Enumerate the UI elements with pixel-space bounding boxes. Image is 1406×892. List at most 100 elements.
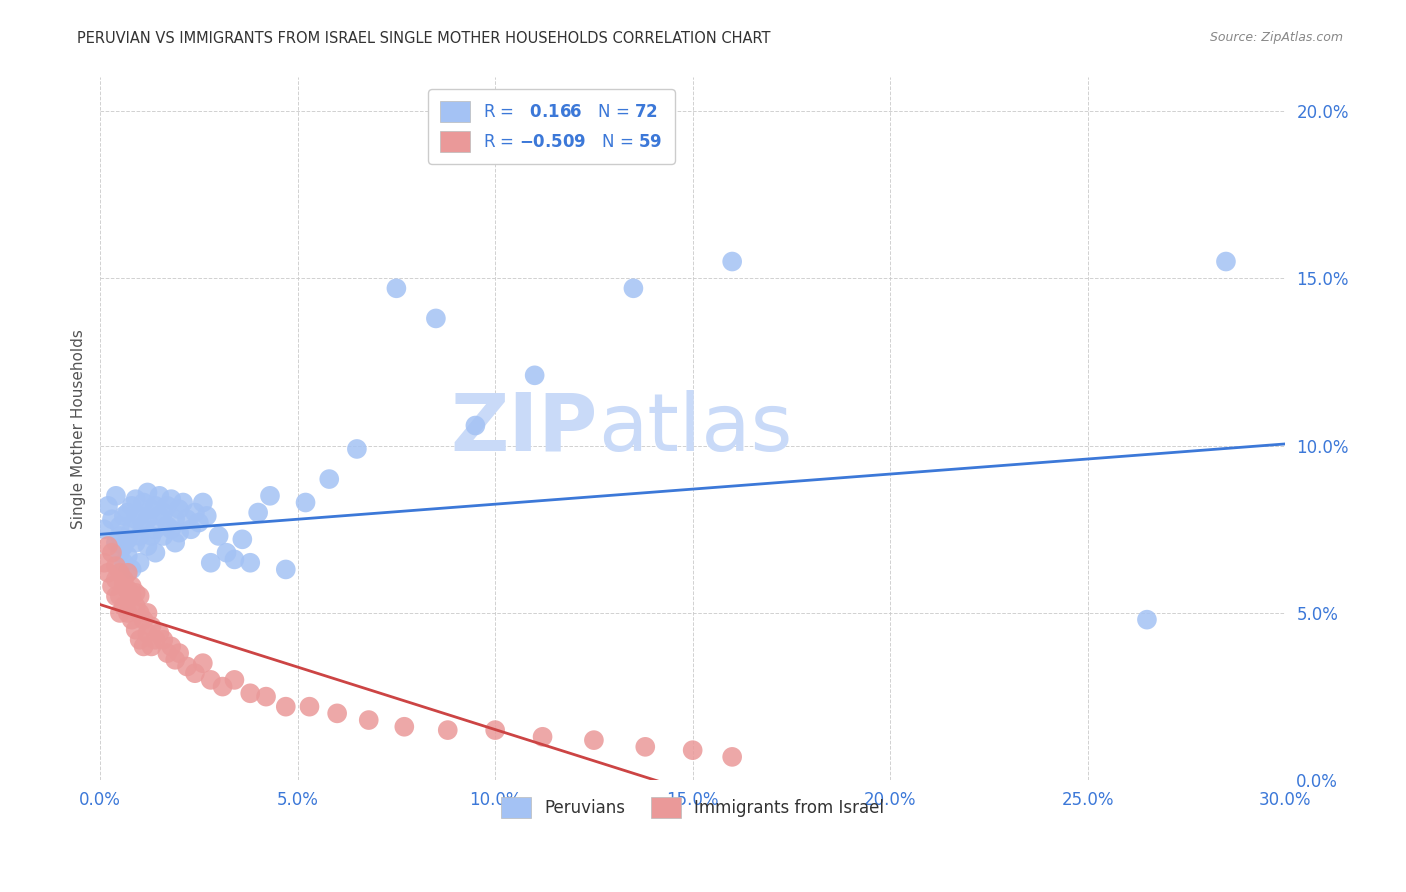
Point — [254, 690, 277, 704]
Point — [101, 512, 124, 526]
Point — [104, 573, 127, 587]
Point — [176, 512, 198, 526]
Point — [167, 646, 190, 660]
Point — [128, 556, 150, 570]
Point — [125, 535, 148, 549]
Point — [108, 519, 131, 533]
Point — [117, 582, 139, 597]
Point — [145, 499, 167, 513]
Point — [108, 529, 131, 543]
Point — [108, 606, 131, 620]
Point — [172, 495, 194, 509]
Point — [160, 522, 183, 536]
Point — [187, 516, 209, 530]
Point — [141, 502, 163, 516]
Point — [101, 546, 124, 560]
Point — [165, 512, 187, 526]
Point — [191, 495, 214, 509]
Point — [152, 529, 174, 543]
Text: ZIP: ZIP — [450, 390, 598, 468]
Point — [117, 549, 139, 563]
Point — [104, 535, 127, 549]
Point — [112, 539, 135, 553]
Point — [152, 506, 174, 520]
Point — [117, 506, 139, 520]
Point — [145, 632, 167, 647]
Point — [326, 706, 349, 721]
Point — [112, 579, 135, 593]
Point — [121, 579, 143, 593]
Point — [132, 519, 155, 533]
Point — [97, 539, 120, 553]
Point — [436, 723, 458, 737]
Point — [148, 508, 170, 523]
Point — [191, 656, 214, 670]
Point — [247, 506, 270, 520]
Point — [523, 368, 546, 383]
Point — [623, 281, 645, 295]
Point — [721, 750, 744, 764]
Point — [224, 673, 246, 687]
Point — [184, 506, 207, 520]
Point — [274, 699, 297, 714]
Point — [125, 512, 148, 526]
Point — [125, 599, 148, 614]
Point — [239, 686, 262, 700]
Point — [97, 566, 120, 580]
Point — [145, 546, 167, 560]
Point — [148, 626, 170, 640]
Point — [211, 680, 233, 694]
Point — [132, 613, 155, 627]
Point — [108, 546, 131, 560]
Point — [132, 495, 155, 509]
Point — [274, 562, 297, 576]
Point — [97, 499, 120, 513]
Point — [145, 522, 167, 536]
Point — [259, 489, 281, 503]
Point — [112, 573, 135, 587]
Point — [165, 653, 187, 667]
Point — [1215, 254, 1237, 268]
Point — [136, 606, 159, 620]
Point — [156, 646, 179, 660]
Point — [108, 566, 131, 580]
Point — [112, 556, 135, 570]
Point — [108, 589, 131, 603]
Point — [93, 522, 115, 536]
Point — [136, 512, 159, 526]
Point — [121, 562, 143, 576]
Point — [200, 556, 222, 570]
Point — [104, 559, 127, 574]
Point — [121, 499, 143, 513]
Point — [128, 632, 150, 647]
Point — [634, 739, 657, 754]
Point — [318, 472, 340, 486]
Point — [128, 606, 150, 620]
Point — [184, 666, 207, 681]
Point — [128, 589, 150, 603]
Point — [104, 589, 127, 603]
Point — [224, 552, 246, 566]
Point — [176, 659, 198, 673]
Point — [160, 640, 183, 654]
Point — [125, 623, 148, 637]
Point — [721, 254, 744, 268]
Point — [136, 539, 159, 553]
Point — [394, 720, 416, 734]
Point — [156, 519, 179, 533]
Point — [298, 699, 321, 714]
Point — [231, 533, 253, 547]
Point — [93, 556, 115, 570]
Point — [136, 626, 159, 640]
Point — [117, 606, 139, 620]
Point — [215, 546, 238, 560]
Point — [682, 743, 704, 757]
Point — [121, 522, 143, 536]
Point — [136, 485, 159, 500]
Point — [167, 502, 190, 516]
Text: Source: ZipAtlas.com: Source: ZipAtlas.com — [1209, 31, 1343, 45]
Text: atlas: atlas — [598, 390, 792, 468]
Point — [167, 525, 190, 540]
Point — [132, 640, 155, 654]
Point — [160, 492, 183, 507]
